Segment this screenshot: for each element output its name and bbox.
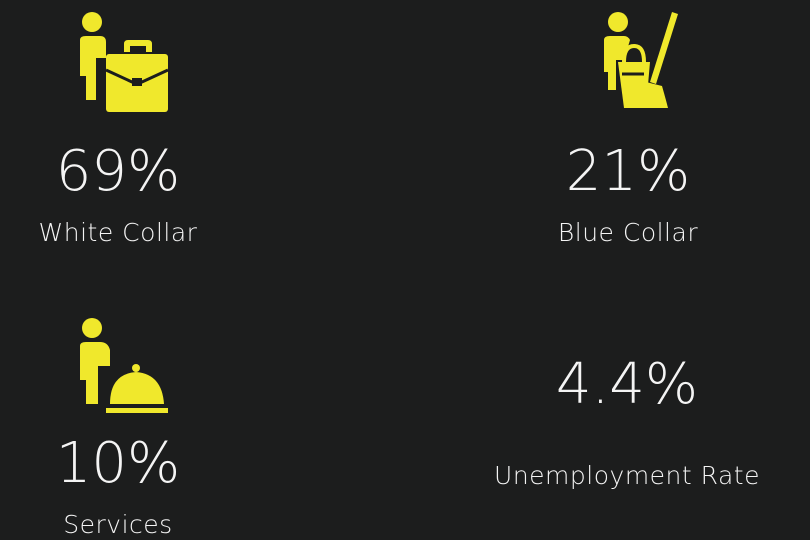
- blue-collar-icon: [604, 12, 678, 108]
- stat-value: 69%: [55, 139, 181, 204]
- stat-value: 4.4%: [555, 352, 699, 417]
- stat-label: Services: [63, 510, 173, 539]
- stat-value: 10%: [55, 431, 181, 496]
- services-icon: [80, 318, 168, 413]
- stat-label: Unemployment Rate: [494, 461, 760, 490]
- white-collar-icon: [80, 12, 169, 112]
- stat-value: 21%: [565, 139, 691, 204]
- stat-label: Blue Collar: [557, 218, 699, 247]
- stat-label: White Collar: [38, 218, 198, 247]
